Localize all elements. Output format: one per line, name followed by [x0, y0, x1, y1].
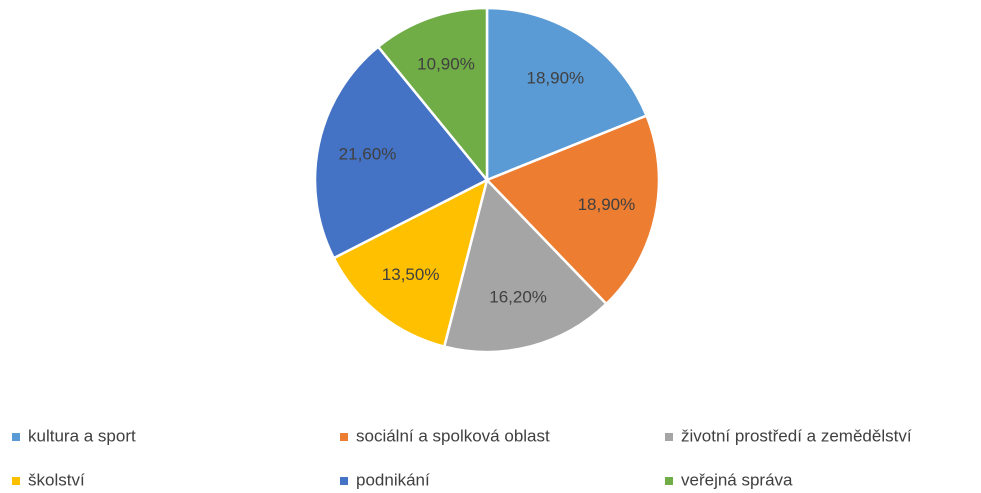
legend-swatch [340, 477, 348, 485]
data-label: 16,20% [489, 288, 547, 307]
legend-swatch [340, 433, 348, 441]
pie-slice [376, 6, 489, 184]
legend-label: školství [28, 470, 85, 489]
pie-slice [313, 45, 489, 260]
data-label: 21,60% [339, 144, 397, 163]
legend-label: kultura a sport [28, 426, 136, 445]
pie-slice [484, 114, 661, 306]
data-label: 18,90% [578, 195, 636, 214]
data-label: 13,50% [382, 265, 440, 284]
legend-swatch [12, 433, 20, 441]
legend-swatch [665, 477, 673, 485]
pie-slice [332, 177, 489, 349]
pie-slice [485, 6, 649, 182]
legend-label: podnikání [356, 470, 430, 489]
pie-slice [442, 177, 609, 354]
legend-label: životní prostředí a zemědělství [681, 426, 912, 445]
data-label: 18,90% [526, 68, 584, 87]
data-label: 10,90% [417, 54, 475, 73]
legend-label: sociální a spolková oblast [356, 426, 550, 445]
legend-swatch [12, 477, 20, 485]
legend-swatch [665, 433, 673, 441]
legend-label: veřejná správa [681, 470, 793, 489]
